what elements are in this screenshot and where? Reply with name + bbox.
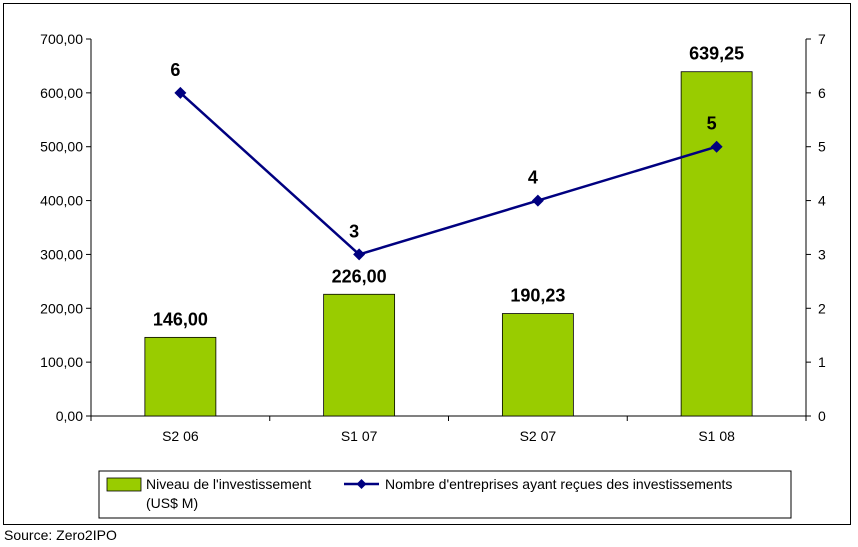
legend-line-marker [356, 479, 367, 489]
legend-bar-swatch [106, 477, 142, 492]
bar-value-label: 639,25 [689, 44, 744, 64]
combo-chart: 0,00 100,00 200,00 300,00 400,00 500,00 600,00… [40, 31, 826, 519]
x-tick-label: S2 07 [520, 428, 557, 444]
bar-value-label: 146,00 [153, 309, 208, 329]
line-value-label: 3 [349, 221, 359, 241]
line-point-marker [353, 248, 366, 261]
bar [680, 71, 753, 417]
y-left-tick-label: 200,00 [40, 300, 83, 316]
y-left-tick-label: 0,00 [56, 408, 83, 424]
source-note: Source: Zero2IPO [4, 527, 117, 543]
legend: Niveau de l'investissement (US$ M) Nombr… [98, 470, 792, 519]
y-left-tick-label: 100,00 [40, 354, 83, 370]
y-right-tick-label: 7 [818, 31, 826, 47]
chart-axes: 0,00 100,00 200,00 300,00 400,00 500,00 600,00… [40, 31, 826, 444]
y-right-tick-label: 3 [818, 246, 826, 262]
y-left-tick-label: 300,00 [40, 246, 83, 262]
y-left-tick-label: 400,00 [40, 193, 83, 209]
line-point-marker [710, 140, 723, 153]
legend-bar-unit: (US$ M) [146, 495, 198, 511]
chart-frame: 0,00 100,00 200,00 300,00 400,00 500,00 600,00… [3, 3, 851, 525]
line-series-path [179, 91, 717, 256]
x-tick-label: S2 06 [162, 428, 199, 444]
y-right-tick-label: 4 [818, 193, 826, 209]
legend-box [98, 470, 792, 519]
line-value-label: 4 [528, 168, 538, 188]
legend-bar-label: Niveau de l'investissement [146, 476, 311, 492]
line-point-marker [174, 86, 187, 99]
y-right-tick-label: 0 [818, 408, 826, 424]
y-right-tick-label: 6 [818, 85, 826, 101]
data-labels: 146,00 226,00 190,23 639,25 6 3 4 5 [153, 44, 744, 330]
y-right-tick-label: 1 [818, 354, 826, 370]
line-series [174, 86, 723, 261]
bar [501, 313, 574, 417]
line-value-label: 5 [707, 114, 717, 134]
bar-series [144, 71, 753, 417]
bar [323, 293, 396, 417]
line-point-marker [531, 194, 544, 207]
line-value-label: 6 [170, 60, 180, 80]
y-left-tick-label: 700,00 [40, 31, 83, 47]
x-tick-label: S1 07 [341, 428, 378, 444]
y-left-tick-label: 600,00 [40, 85, 83, 101]
bar-value-label: 190,23 [510, 286, 565, 306]
x-tick-label: S1 08 [698, 428, 735, 444]
bar [144, 336, 217, 417]
legend-line-label: Nombre d'entreprises ayant reçues des in… [385, 476, 732, 492]
bar-value-label: 226,00 [332, 266, 387, 286]
y-right-tick-label: 2 [818, 300, 826, 316]
y-left-tick-label: 500,00 [40, 139, 83, 155]
y-right-tick-label: 5 [818, 139, 826, 155]
